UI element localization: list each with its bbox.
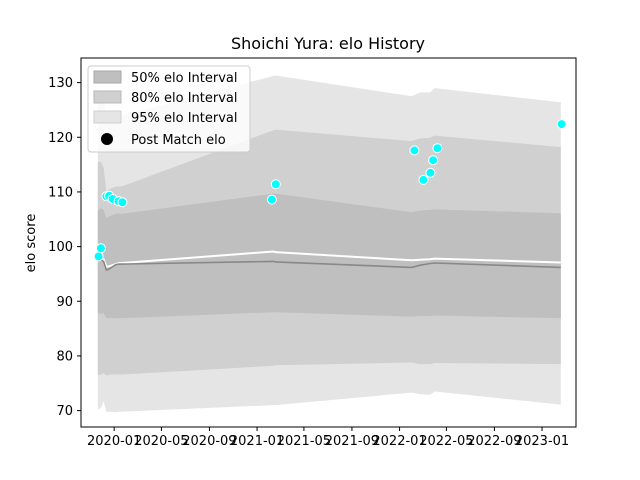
x-tick-label: 2020-09 [182, 434, 236, 449]
x-tick-label: 2021-01 [230, 434, 284, 449]
x-tick-label: 2020-05 [134, 434, 188, 449]
x-tick-label: 2022-01 [372, 434, 426, 449]
legend-label-50: 50% elo Interval [131, 71, 238, 86]
axes-frame [80, 57, 577, 428]
post-match-elo-point [266, 194, 277, 205]
legend-label-points: Post Match elo [131, 133, 226, 148]
legend-label-80: 80% elo Interval [131, 91, 238, 106]
y-tick-label: 90 [56, 295, 73, 310]
legend-marker-points [101, 133, 113, 145]
x-tick-label: 2022-05 [419, 434, 473, 449]
y-axis-label: elo score [24, 214, 39, 273]
axes: 7080901001101201302020-012020-052020-092… [48, 57, 577, 449]
legend-swatch-80 [93, 90, 122, 104]
post-match-elo-point [95, 243, 106, 254]
y-tick-label: 130 [48, 76, 73, 91]
post-match-elo-point [425, 167, 436, 178]
y-tick-label: 70 [56, 404, 73, 419]
post-match-elo-point [428, 155, 439, 166]
y-tick-label: 120 [48, 131, 73, 146]
plot-area [93, 75, 567, 413]
legend: 50% elo Interval 80% elo Interval 95% el… [87, 65, 251, 153]
chart-title: Shoichi Yura: elo History [231, 34, 425, 53]
legend-frame [87, 65, 251, 153]
post-match-elo-point [556, 119, 567, 130]
legend-swatch-50 [93, 70, 122, 84]
post-match-elo-point [418, 174, 429, 185]
post-match-elo-point [432, 143, 443, 154]
post-match-elo-point [409, 145, 420, 156]
y-tick-label: 80 [56, 349, 73, 364]
x-tick-label: 2021-09 [325, 434, 379, 449]
x-tick-label: 2020-01 [87, 434, 141, 449]
legend-swatch-95 [93, 110, 122, 124]
y-tick-label: 100 [48, 240, 73, 255]
legend-label-95: 95% elo Interval [131, 111, 238, 126]
post-match-elo-point [93, 251, 104, 262]
median-line [97, 258, 561, 272]
x-tick-label: 2021-05 [277, 434, 331, 449]
y-tick-label: 110 [48, 185, 73, 200]
x-tick-label: 2023-01 [515, 434, 569, 449]
x-tick-label: 2022-09 [467, 434, 521, 449]
post-match-elo-point [270, 179, 281, 190]
post-match-elo-point [117, 197, 128, 208]
